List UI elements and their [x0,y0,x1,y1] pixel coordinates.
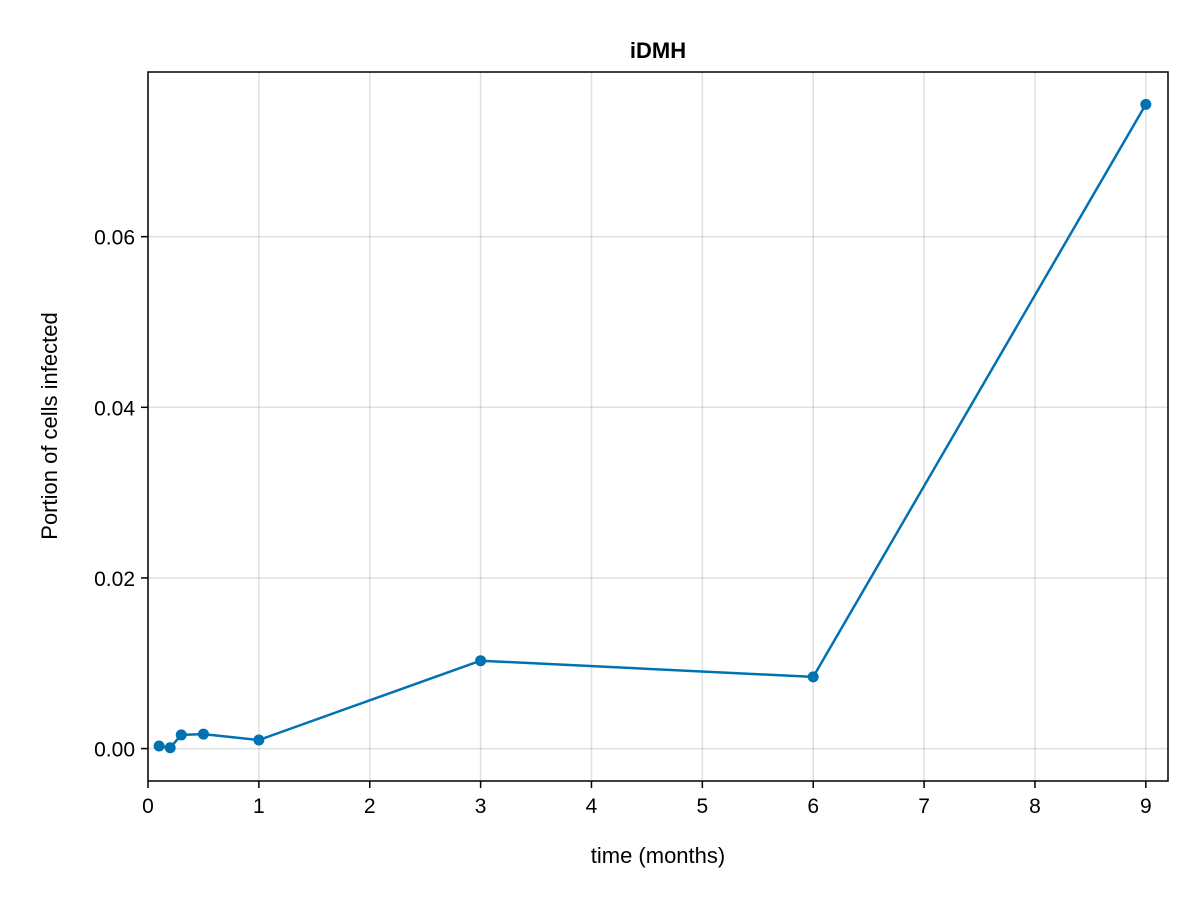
data-point [475,655,487,667]
x-tick-label: 6 [807,795,819,818]
data-point [197,728,209,740]
data-series [153,98,1152,754]
data-point [253,734,265,746]
y-axis-ticks: 0.00 0.02 0.04 0.06 [94,227,148,762]
x-tick-label: 1 [253,795,265,818]
y-tick-label: 0.00 [94,739,135,762]
y-tick-label: 0.06 [94,227,135,250]
chart-title: iDMH [630,38,686,63]
y-tick-label: 0.02 [94,568,135,591]
x-tick-label: 4 [586,795,598,818]
series-line [158,103,1147,749]
x-tick-label: 8 [1029,795,1041,818]
x-axis-label: time (months) [591,843,725,868]
data-point [1140,98,1152,110]
x-tick-label: 7 [918,795,930,818]
y-tick-label: 0.04 [94,397,135,420]
data-point [175,729,187,741]
x-tick-label: 2 [364,795,376,818]
plot-frame [147,71,1169,782]
x-tick-label: 9 [1140,795,1152,818]
x-tick-label: 0 [142,795,154,818]
data-point [153,740,165,752]
x-axis-ticks: 0 1 2 3 4 5 6 7 8 9 [142,781,1152,818]
x-tick-label: 3 [475,795,487,818]
y-axis-label: Portion of cells infected [37,312,62,539]
data-point [807,671,819,683]
data-point [164,742,176,754]
x-tick-label: 5 [697,795,709,818]
grid-lines [147,72,1168,781]
